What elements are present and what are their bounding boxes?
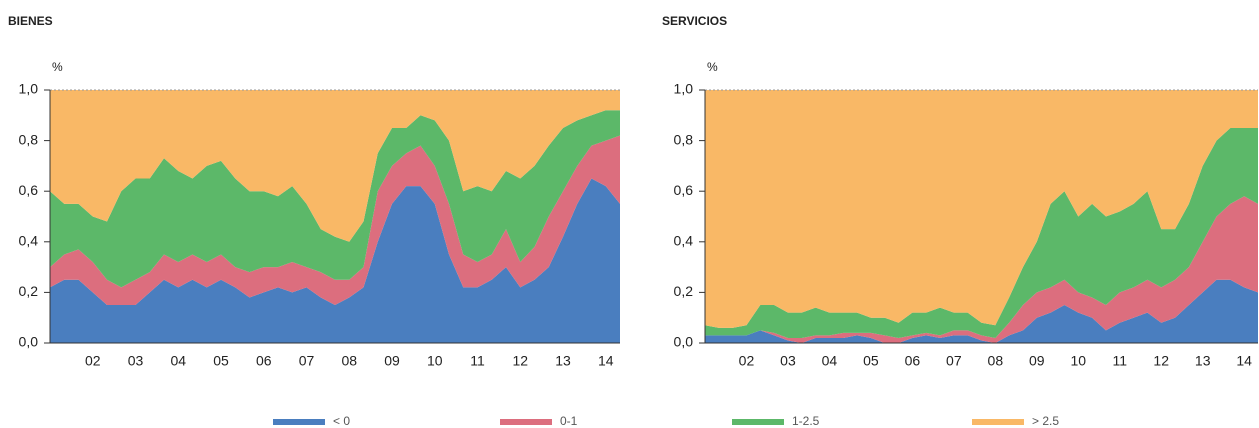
- legend-swatch: [972, 419, 1024, 425]
- y-tick-label: 0,4: [674, 233, 694, 249]
- x-tick-label: 04: [822, 353, 838, 369]
- x-tick-label: 05: [863, 353, 879, 369]
- x-tick-label: 02: [85, 353, 101, 369]
- y-unit: %: [707, 60, 718, 74]
- x-tick-label: 04: [170, 353, 186, 369]
- x-tick-label: 07: [946, 353, 962, 369]
- x-tick-label: 06: [905, 353, 921, 369]
- x-tick-label: 14: [1236, 353, 1252, 369]
- x-tick-label: 10: [427, 353, 443, 369]
- y-tick-label: 1,0: [674, 81, 694, 97]
- legend-label: 0-1: [560, 414, 578, 428]
- x-tick-label: 13: [555, 353, 571, 369]
- area: [50, 110, 620, 288]
- x-tick-label: 05: [213, 353, 229, 369]
- x-tick-label: 03: [780, 353, 796, 369]
- x-tick-label: 06: [256, 353, 272, 369]
- y-tick-label: 0,8: [19, 131, 39, 147]
- y-tick-label: 0,6: [19, 182, 39, 198]
- y-tick-label: 0,0: [19, 334, 39, 350]
- area: [50, 90, 620, 242]
- area: [50, 135, 620, 306]
- legend-label: 1-2.5: [792, 414, 820, 428]
- area: [705, 196, 1258, 343]
- y-tick-label: 0,6: [674, 182, 694, 198]
- x-tick-label: 08: [988, 353, 1004, 369]
- y-tick-label: 0,2: [19, 283, 39, 299]
- x-tick-label: 09: [384, 353, 400, 369]
- chart-title: BIENES: [8, 14, 53, 28]
- area: [705, 279, 1258, 343]
- x-tick-label: 02: [739, 353, 755, 369]
- legend-label: > 2.5: [1032, 414, 1059, 428]
- x-tick-label: 12: [512, 353, 528, 369]
- x-tick-label: 11: [470, 353, 485, 369]
- y-tick-label: 1,0: [19, 81, 39, 97]
- area: [705, 127, 1258, 338]
- x-tick-label: 08: [341, 353, 357, 369]
- chart-title: SERVICIOS: [662, 14, 727, 28]
- y-tick-label: 0,0: [674, 334, 694, 350]
- legend-swatch: [500, 419, 552, 425]
- x-tick-label: 07: [299, 353, 315, 369]
- x-tick-label: 09: [1029, 353, 1045, 369]
- x-tick-label: 11: [1112, 353, 1127, 369]
- y-unit: %: [52, 60, 63, 74]
- x-tick-label: 03: [128, 353, 144, 369]
- y-tick-label: 0,4: [19, 233, 39, 249]
- legend-swatch: [732, 419, 784, 425]
- legend-label: < 0: [333, 414, 350, 428]
- area: [705, 90, 1258, 328]
- x-tick-label: 13: [1195, 353, 1211, 369]
- x-tick-label: 10: [1070, 353, 1086, 369]
- legend-swatch: [273, 419, 325, 425]
- y-tick-label: 0,8: [674, 131, 694, 147]
- x-tick-label: 12: [1153, 353, 1169, 369]
- area: [50, 178, 620, 343]
- y-tick-label: 0,2: [674, 283, 694, 299]
- x-tick-label: 14: [598, 353, 614, 369]
